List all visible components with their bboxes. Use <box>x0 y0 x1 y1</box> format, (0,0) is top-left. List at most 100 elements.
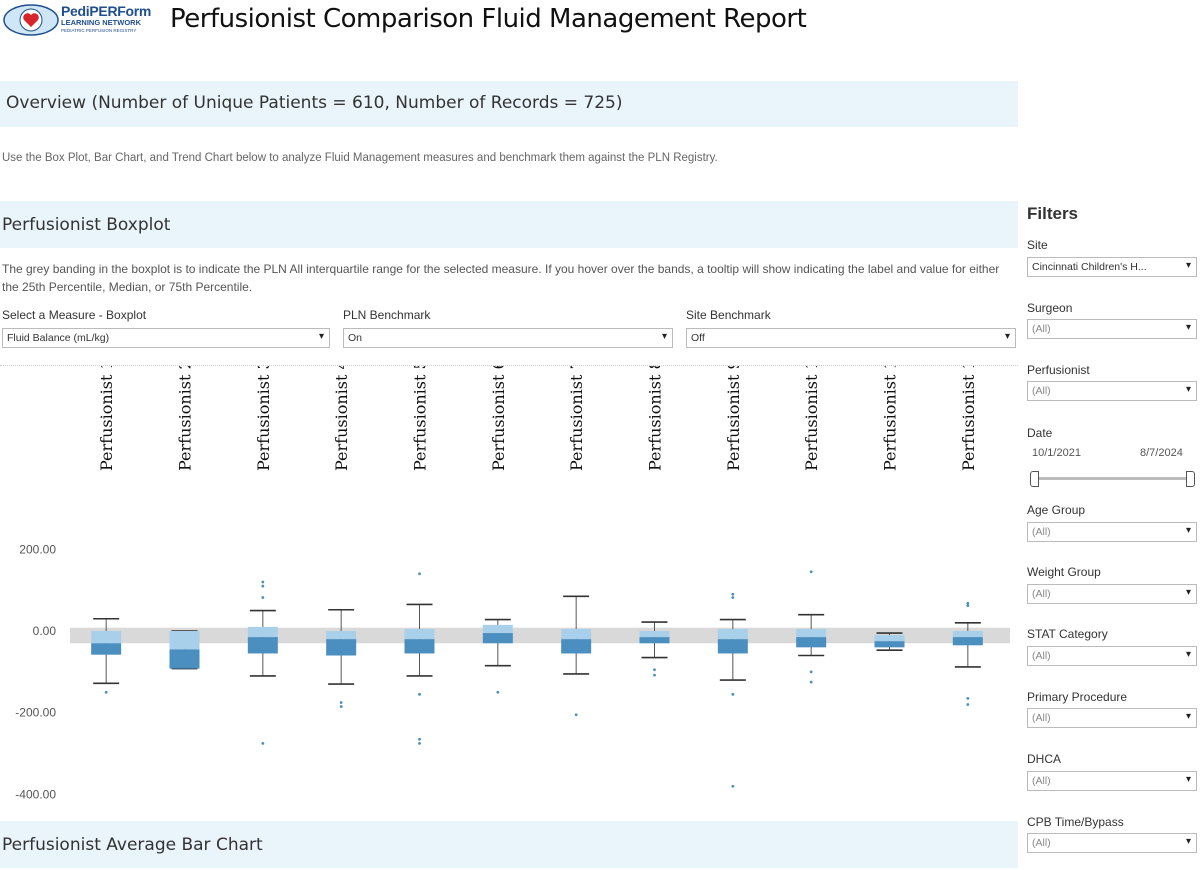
category-label: Perfusionist 4 <box>332 366 351 471</box>
outlier-point <box>653 668 656 672</box>
intro-text: Use the Box Plot, Bar Chart, and Trend C… <box>2 152 718 164</box>
category-label: Perfusionist 1 <box>97 366 116 471</box>
outlier-point <box>653 673 656 677</box>
outlier-point <box>418 737 421 741</box>
filters-title: Filters <box>1027 204 1079 223</box>
boxplot-item: Perfusionist 11 <box>874 349 905 651</box>
boxplot-item: Perfusionist 4 <box>326 359 357 708</box>
boxplot-item: Perfusionist 2 <box>169 359 200 670</box>
age-group-filter-value: (All) <box>1032 526 1051 538</box>
category-label: Perfusionist 5 <box>411 366 430 471</box>
outlier-point <box>261 580 265 584</box>
date-range-slider[interactable] <box>1030 470 1195 488</box>
chevron-down-icon: ▾ <box>661 331 667 342</box>
logo-brand: PediPERForm <box>61 3 152 19</box>
chevron-down-icon: ▾ <box>1185 525 1191 536</box>
y-tick-label: 200.00 <box>19 542 56 556</box>
age-group-filter-dropdown[interactable]: (All) ▾ <box>1027 522 1197 542</box>
site-filter-label: Site <box>1027 238 1048 252</box>
box-upper <box>404 628 435 640</box>
date-filter-label: Date <box>1027 426 1053 440</box>
chevron-down-icon: ▾ <box>1185 587 1191 598</box>
outlier-point <box>261 584 265 588</box>
heart-icon <box>3 4 59 36</box>
boxplot-title: Perfusionist Boxplot <box>2 215 171 235</box>
outlier-point <box>418 572 421 576</box>
dhca-filter-value: (All) <box>1032 775 1051 787</box>
site-benchmark-dropdown[interactable]: Off ▾ <box>686 328 1016 348</box>
category-label: Perfusionist 7 <box>567 366 586 471</box>
chevron-down-icon: ▾ <box>1185 649 1191 660</box>
chevron-down-icon: ▾ <box>1185 260 1191 271</box>
box-upper <box>326 631 357 640</box>
pln-benchmark-value: On <box>348 332 363 344</box>
stat-category-filter-dropdown[interactable]: (All) ▾ <box>1027 646 1197 666</box>
pln-benchmark-dropdown[interactable]: On ▾ <box>343 328 673 348</box>
surgeon-filter-dropdown[interactable]: (All) ▾ <box>1027 319 1197 339</box>
boxplot-item: Perfusionist 3 <box>247 359 278 745</box>
cpb-time-filter-value: (All) <box>1032 837 1051 849</box>
category-label: Perfusionist 11 <box>881 366 900 471</box>
box-lower <box>247 637 278 654</box>
boxplot-item: Perfusionist 8 <box>639 359 670 677</box>
box-upper <box>169 631 200 650</box>
boxplot-item: Perfusionist 1 <box>91 359 122 694</box>
box-lower <box>169 649 200 669</box>
box-upper <box>717 628 748 640</box>
box-upper <box>796 628 827 638</box>
category-label: Perfusionist 10 <box>802 366 821 471</box>
boxplot-item: Perfusionist 9 <box>717 359 748 788</box>
outlier-point <box>731 592 735 596</box>
measure-value: Fluid Balance (mL/kg) <box>7 332 110 344</box>
box-upper <box>561 628 592 640</box>
boxplot-chart[interactable]: 200.00 0.00 -200.00 -400.00 Perfusionist 1 Pe… <box>0 349 1018 806</box>
date-end: 8/7/2024 <box>1140 447 1183 459</box>
outlier-point <box>966 601 970 605</box>
site-benchmark-value: Off <box>691 332 705 344</box>
overview-banner: Overview (Number of Unique Patients = 61… <box>0 81 1018 127</box>
outlier-point <box>574 713 578 717</box>
outlier-point <box>966 703 970 706</box>
pln-benchmark-label: PLN Benchmark <box>343 308 431 322</box>
age-group-filter-label: Age Group <box>1027 503 1086 517</box>
boxplot-item: Perfusionist 10 <box>796 349 827 684</box>
slider-start-handle[interactable] <box>1030 471 1039 487</box>
box-lower <box>482 633 513 644</box>
outlier-point <box>809 680 813 684</box>
outlier-point <box>496 690 500 694</box>
box-upper <box>874 635 905 642</box>
slider-end-handle[interactable] <box>1186 471 1195 487</box>
box-lower <box>717 639 748 654</box>
category-label: Perfusionist 2 <box>176 366 195 471</box>
site-benchmark-label: Site Benchmark <box>686 308 771 322</box>
dhca-filter-dropdown[interactable]: (All) ▾ <box>1027 771 1197 791</box>
chevron-down-icon: ▾ <box>318 331 324 342</box>
site-filter-value: Cincinnati Children's H... <box>1032 261 1147 273</box>
cpb-time-filter-label: CPB Time/Bypass <box>1027 815 1124 829</box>
weight-group-filter-dropdown[interactable]: (All) ▾ <box>1027 584 1197 604</box>
outlier-point <box>339 705 343 708</box>
slider-track <box>1036 477 1189 480</box>
box-lower <box>639 637 670 644</box>
box-upper <box>639 631 670 638</box>
logo-tagline: PEDIATRIC PERFUSION REGISTRY <box>61 28 137 33</box>
measure-dropdown[interactable]: Fluid Balance (mL/kg) ▾ <box>2 328 330 348</box>
category-label: Perfusionist 3 <box>254 366 273 471</box>
site-filter-dropdown[interactable]: Cincinnati Children's H... ▾ <box>1027 257 1197 277</box>
primary-procedure-filter-dropdown[interactable]: (All) ▾ <box>1027 708 1197 728</box>
overview-text: Overview (Number of Unique Patients = 61… <box>6 93 623 113</box>
box-lower <box>561 639 592 654</box>
category-label: Perfusionist 8 <box>646 366 665 471</box>
chevron-down-icon: ▾ <box>1185 384 1191 395</box>
box-lower <box>404 639 435 654</box>
perfusionist-filter-label: Perfusionist <box>1027 363 1090 377</box>
cpb-time-filter-dropdown[interactable]: (All) ▾ <box>1027 833 1197 853</box>
boxplot-item: Perfusionist 7 <box>561 359 592 717</box>
y-tick-label: 0.00 <box>33 624 57 638</box>
boxplot-item: Perfusionist 5 <box>404 359 435 745</box>
outlier-point <box>104 690 108 694</box>
box-lower <box>326 639 357 656</box>
pedi-perform-logo: PediPERForm LEARNING NETWORK PEDIATRIC P… <box>2 2 162 38</box>
perfusionist-filter-dropdown[interactable]: (All) ▾ <box>1027 381 1197 401</box>
box-upper <box>482 624 513 634</box>
